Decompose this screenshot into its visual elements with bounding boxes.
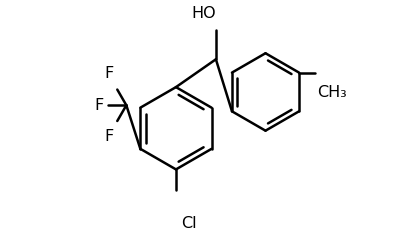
Text: Cl: Cl — [181, 216, 197, 231]
Text: F: F — [105, 66, 114, 81]
Text: F: F — [105, 129, 114, 144]
Text: F: F — [94, 98, 103, 113]
Text: HO: HO — [191, 6, 216, 21]
Text: CH₃: CH₃ — [317, 85, 346, 100]
